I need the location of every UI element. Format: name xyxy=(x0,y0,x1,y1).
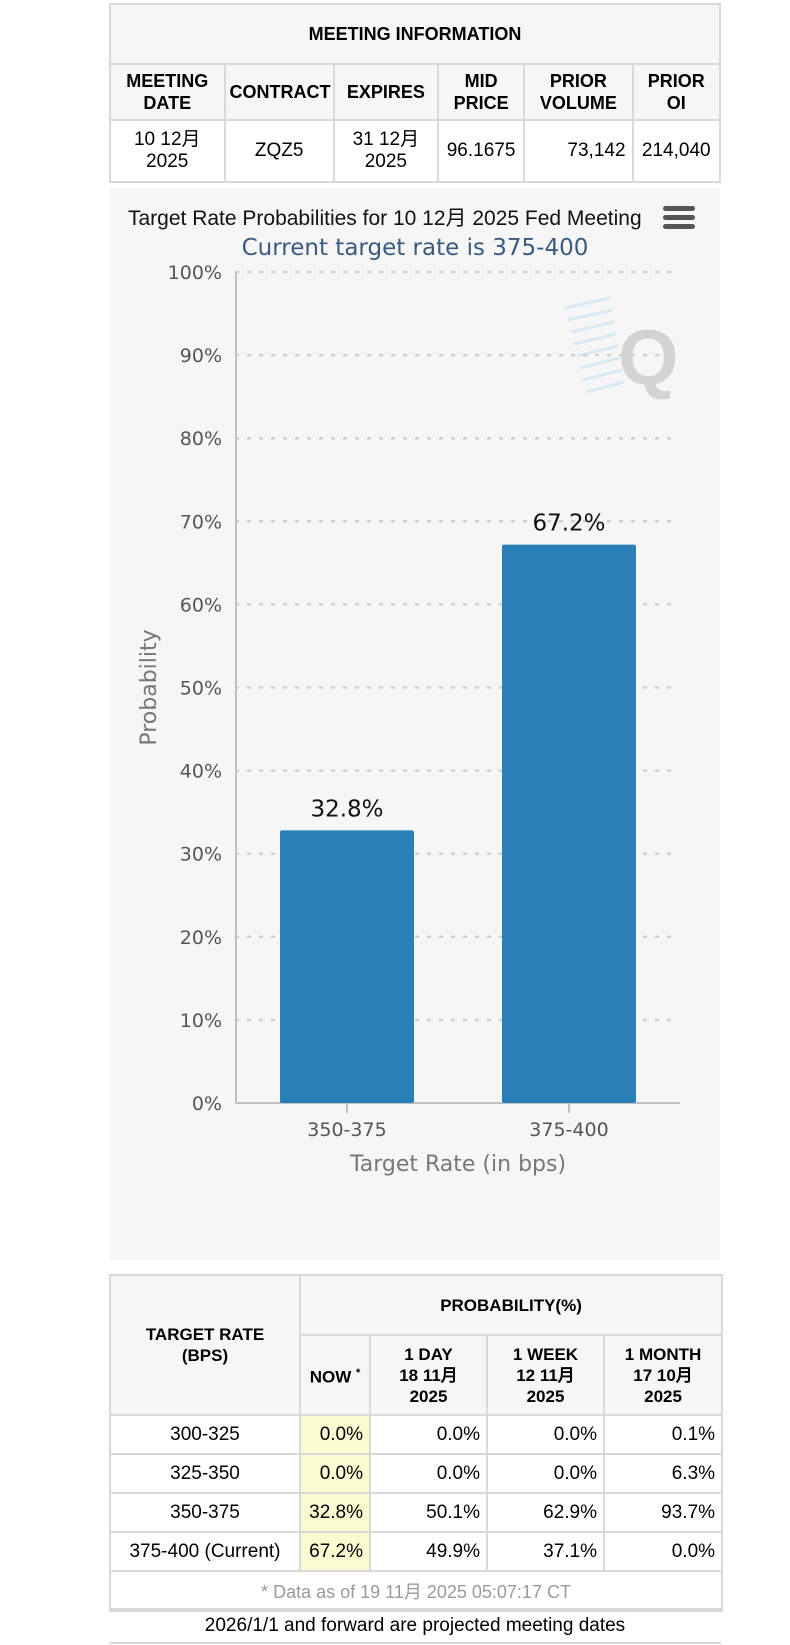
header-contract: CONTRACT xyxy=(223,63,335,121)
prior-volume-value: 73,142 xyxy=(523,119,634,183)
week-cell: 37.1% xyxy=(486,1531,605,1572)
header-meeting-date: MEETING DATE xyxy=(109,63,226,121)
header-mid-price: MID PRICE xyxy=(436,63,526,121)
now-cell: 32.8% xyxy=(299,1492,371,1533)
svg-text:Q: Q xyxy=(618,313,679,401)
y-tick-label: 50% xyxy=(180,678,222,700)
meeting-info-table: MEETING INFORMATION MEETING DATE CONTRAC… xyxy=(109,3,722,183)
header-probability: PROBABILITY(%) xyxy=(298,1274,724,1336)
y-tick-label: 40% xyxy=(180,761,222,783)
y-tick-label: 0% xyxy=(192,1093,222,1115)
week-cell: 0.0% xyxy=(486,1414,605,1455)
table-row: 350-375 32.8% 50.1% 62.9% 93.7% xyxy=(109,1492,724,1533)
x-tick-label: 350-375 xyxy=(307,1119,386,1141)
now-cell: 0.0% xyxy=(299,1453,371,1494)
q-logo-icon: Q xyxy=(564,296,679,401)
rate-cell: 350-375 xyxy=(109,1492,301,1533)
y-axis-title: Probability xyxy=(137,629,162,745)
header-now-star: * xyxy=(356,1366,361,1379)
table-row: 375-400 (Current) 67.2% 49.9% 37.1% 0.0% xyxy=(109,1531,724,1572)
day-cell: 0.0% xyxy=(369,1453,488,1494)
week-cell: 0.0% xyxy=(486,1453,605,1494)
day-cell: 49.9% xyxy=(369,1531,488,1572)
table-row: 325-350 0.0% 0.0% 0.0% 6.3% xyxy=(109,1453,724,1494)
chart-title: Target Rate Probabilities for 10 12月 202… xyxy=(128,207,642,230)
header-expires: EXPIRES xyxy=(332,63,439,121)
y-tick-label: 30% xyxy=(180,844,222,866)
hamburger-menu-icon[interactable] xyxy=(663,206,695,232)
x-tick-label: 375-400 xyxy=(529,1119,608,1141)
rate-cell: 375-400 (Current) xyxy=(109,1531,301,1572)
y-tick-label: 90% xyxy=(180,345,222,367)
projected-dates-note: 2026/1/1 and forward are projected meeti… xyxy=(109,1608,721,1644)
header-prior-volume: PRIOR VOLUME xyxy=(523,63,634,121)
meeting-date-value: 10 12月 2025 xyxy=(109,119,226,183)
y-tick-label: 80% xyxy=(180,428,222,450)
bar xyxy=(502,544,636,1103)
day-cell: 0.0% xyxy=(369,1414,488,1455)
now-cell: 67.2% xyxy=(299,1531,371,1572)
y-tick-label: 10% xyxy=(180,1010,222,1032)
table-row: 300-325 0.0% 0.0% 0.0% 0.1% xyxy=(109,1414,724,1455)
header-1-day: 1 DAY 18 11月 2025 xyxy=(369,1334,488,1416)
data-label: 67.2% xyxy=(532,511,605,537)
y-tick-label: 70% xyxy=(180,511,222,533)
probability-chart: Target Rate Probabilities for 10 12月 202… xyxy=(110,188,720,1260)
month-cell: 6.3% xyxy=(602,1453,724,1494)
prior-oi-value: 214,040 xyxy=(631,119,722,183)
chart-subtitle: Current target rate is 375-400 xyxy=(242,235,589,261)
expires-value: 31 12月 2025 xyxy=(332,119,439,183)
header-now: NOW * xyxy=(299,1334,371,1416)
rate-cell: 325-350 xyxy=(109,1453,301,1494)
x-axis-title: Target Rate (in bps) xyxy=(349,1152,566,1177)
month-cell: 0.0% xyxy=(602,1531,724,1572)
header-1-month: 1 MONTH 17 10月 2025 xyxy=(602,1334,724,1416)
header-target-rate: TARGET RATE (BPS) xyxy=(109,1274,301,1416)
now-cell: 0.0% xyxy=(299,1414,371,1455)
week-cell: 62.9% xyxy=(486,1492,605,1533)
data-label: 32.8% xyxy=(310,796,383,822)
mid-price-value: 96.1675 xyxy=(436,119,526,183)
day-cell: 50.1% xyxy=(369,1492,488,1533)
header-prior-oi: PRIOR OI xyxy=(631,63,722,121)
month-cell: 93.7% xyxy=(602,1492,724,1533)
chart-svg: Current target rate is 375-400 Q 0% 10% 20% 3… xyxy=(137,235,682,1177)
meeting-info-title: MEETING INFORMATION xyxy=(109,3,721,65)
rate-cell: 300-325 xyxy=(109,1414,301,1455)
bar xyxy=(280,830,414,1103)
y-tick-label: 20% xyxy=(180,927,222,949)
probability-table: TARGET RATE (BPS) PROBABILITY(%) NOW * 1… xyxy=(108,1274,724,1612)
month-cell: 0.1% xyxy=(602,1414,724,1455)
data-timestamp-footnote: * Data as of 19 11月 2025 05:07:17 CT xyxy=(108,1570,724,1612)
contract-value: ZQZ5 xyxy=(223,119,335,183)
y-tick-label: 60% xyxy=(180,594,222,616)
y-tick-label: 100% xyxy=(168,262,222,284)
header-1-week: 1 WEEK 12 11月 2025 xyxy=(486,1334,605,1416)
header-now-label: NOW xyxy=(309,1367,352,1387)
